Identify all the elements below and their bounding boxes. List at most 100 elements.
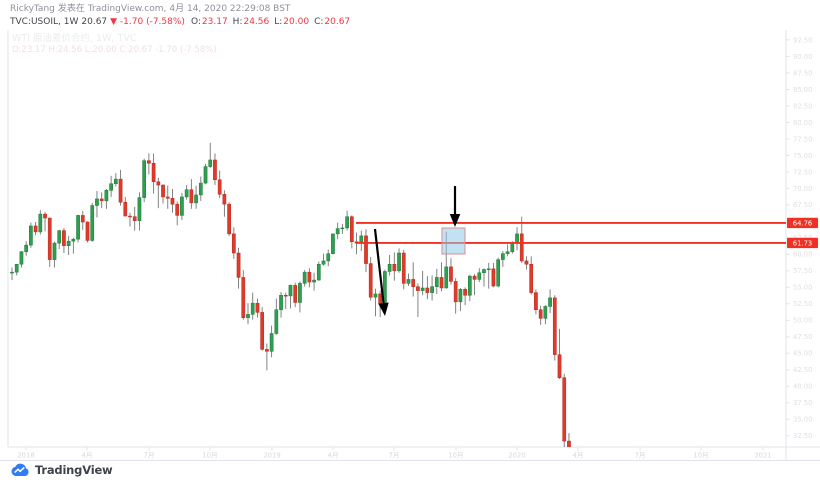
- candle-body: [316, 263, 321, 281]
- candle-body: [99, 198, 104, 202]
- candle-body: [10, 271, 14, 274]
- publish-datetime: 4月 14, 2020 22:29:08 BST: [169, 4, 291, 14]
- candle-body: [246, 314, 250, 318]
- candle-body: [505, 251, 510, 254]
- price-tick-label: 87.50: [793, 69, 812, 77]
- candle-body: [434, 277, 439, 287]
- price-tick-label: 50.00: [793, 317, 812, 325]
- candle-body: [95, 198, 99, 206]
- candle-body: [552, 297, 557, 355]
- footer: TradingView: [10, 463, 113, 477]
- candle-body: [142, 160, 147, 198]
- candle-body: [321, 260, 326, 265]
- arrow-annotations: [373, 186, 461, 316]
- candle-body: [38, 213, 43, 233]
- price-tick-label: 40.00: [793, 383, 812, 391]
- high-label: H:: [232, 17, 243, 27]
- candle-body: [213, 159, 217, 181]
- candle-body: [47, 217, 52, 260]
- price-tick-label: 60.00: [793, 251, 812, 259]
- candle-body: [307, 271, 312, 283]
- candle-body: [104, 190, 109, 202]
- candle-body: [128, 215, 132, 218]
- candle-body: [227, 203, 231, 235]
- candle-body: [175, 203, 180, 216]
- candle-body: [208, 159, 213, 167]
- price-tick-label: 75.00: [793, 152, 812, 160]
- candle-body: [364, 235, 368, 264]
- candle-body: [279, 294, 283, 311]
- candle-body: [170, 198, 175, 205]
- publisher-line: RickyTang 发表在 TradingView.com, 4月 14, 2020 …: [10, 3, 352, 16]
- published-in-text: 发表在: [57, 4, 85, 14]
- candle-body: [184, 189, 189, 198]
- candle-body: [80, 215, 85, 223]
- close-label: C:: [314, 17, 324, 27]
- tradingview-site-link[interactable]: TradingView.com,: [87, 4, 167, 14]
- candle-body: [151, 163, 156, 183]
- candle-body: [52, 242, 57, 260]
- price-tag-label: 64.76: [793, 219, 812, 227]
- candle-body: [156, 181, 161, 186]
- candle-body: [463, 289, 467, 296]
- candle-body: [557, 354, 562, 378]
- time-tick-label: 7月: [143, 452, 154, 460]
- candle-body: [33, 225, 38, 233]
- candle-body: [203, 166, 208, 184]
- candle-body: [562, 377, 567, 442]
- candle-body: [548, 297, 552, 307]
- candle-body: [378, 293, 383, 305]
- candle-body: [543, 306, 548, 319]
- candle-body: [85, 221, 90, 241]
- candle-body: [387, 263, 392, 272]
- candles-layer: [10, 142, 571, 447]
- time-tick-label: 4月: [572, 452, 583, 460]
- candle-body: [19, 251, 24, 265]
- candle-body: [269, 333, 274, 352]
- price-tick-label: 37.50: [793, 399, 812, 407]
- candle-body: [449, 266, 453, 282]
- candle-body: [519, 233, 524, 262]
- chart-header: RickyTang 发表在 TradingView.com, 4月 14, 2020 …: [10, 3, 352, 29]
- highlight-box: [441, 227, 466, 255]
- low-label: L:: [274, 17, 283, 27]
- candle-body: [349, 216, 354, 243]
- close-value: 20.67: [324, 17, 351, 27]
- pane-borders: [0, 30, 820, 461]
- price-tick-label: 82.50: [793, 102, 812, 110]
- time-tick-label: 10月: [448, 452, 463, 460]
- candle-body: [486, 268, 491, 271]
- candle-body: [345, 216, 349, 229]
- open-value: 23.17: [201, 17, 228, 27]
- time-tick-label: 7月: [388, 452, 399, 460]
- price-tick-label: 47.50: [793, 333, 812, 341]
- candle-body: [510, 242, 515, 252]
- candle-body: [198, 182, 203, 196]
- tradingview-brand-text[interactable]: TradingView: [35, 463, 113, 477]
- price-tick-label: 45.00: [793, 350, 812, 358]
- candle-body: [411, 279, 416, 287]
- candle-body: [236, 252, 241, 278]
- price-tag: [787, 217, 818, 229]
- candle-body: [260, 312, 265, 350]
- price-tick-label: 77.50: [793, 135, 812, 143]
- candle-body: [66, 240, 71, 247]
- time-tick-label: 10月: [693, 452, 708, 460]
- price-change: ▼ -1.70 (-7.58%): [110, 17, 185, 27]
- price-tick-label: 35.00: [793, 416, 812, 424]
- candle-body: [477, 272, 482, 280]
- candle-body: [43, 213, 47, 219]
- candle-body: [534, 292, 538, 311]
- price-tick-label: 90.00: [793, 53, 812, 61]
- price-tick-label: 80.00: [793, 119, 812, 127]
- open-label: O:: [190, 17, 201, 27]
- candle-body: [406, 279, 411, 284]
- candle-body: [265, 349, 269, 352]
- candle-body: [538, 309, 543, 319]
- down-arrow-to-box: [449, 186, 461, 227]
- candle-body: [137, 197, 142, 221]
- candle-body: [113, 178, 118, 184]
- tradingview-logo-icon[interactable]: [10, 463, 30, 477]
